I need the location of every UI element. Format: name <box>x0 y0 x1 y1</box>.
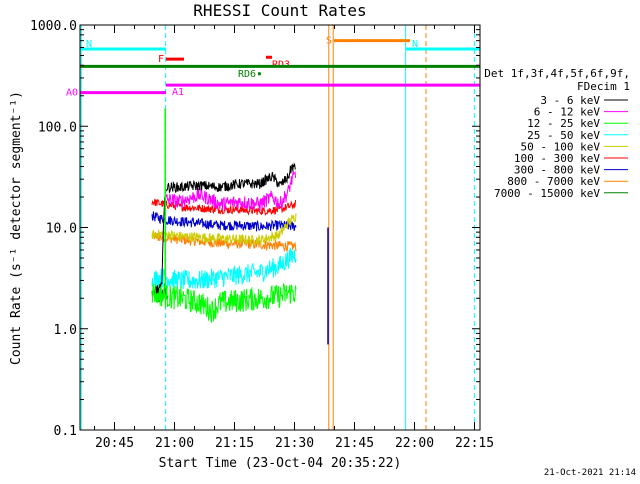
timestamp: 21-Oct-2021 21:14 <box>544 468 636 478</box>
series-line <box>151 247 297 290</box>
y-tick-label: 0.1 <box>54 424 77 439</box>
series-line <box>151 213 297 246</box>
legend-entry-label: 300 - 800 keV <box>514 164 600 177</box>
flag-label: A0 <box>66 88 78 99</box>
y-tick-label: 100.0 <box>38 120 77 135</box>
x-tick-label: 20:45 <box>95 436 134 451</box>
x-tick-label: 22:00 <box>395 436 434 451</box>
y-axis-label: Count Rate (s⁻¹ detector segment⁻¹) <box>9 91 24 365</box>
legend-entry-label: 800 - 7000 keV <box>507 175 600 188</box>
flag-label: RD6 <box>238 69 256 80</box>
series-line <box>165 170 297 211</box>
flag-label: S <box>326 36 332 47</box>
legend-entry-label: 50 - 100 keV <box>521 140 601 153</box>
data-series <box>151 108 329 345</box>
legend-entry-label: 12 - 25 keV <box>527 117 600 130</box>
flag-label: N <box>86 39 92 50</box>
flag-label: RD3 <box>272 59 290 70</box>
y-tick-label: 10.0 <box>46 222 77 237</box>
axes: 0.1 1.0 10.0 100.0 1000.0 20:45 21:00 21:15 21:3… <box>30 19 494 451</box>
series-line <box>151 211 297 232</box>
series-line <box>151 283 297 323</box>
legend-header-line: Det 1f,3f,4f,5f,6f,9f, <box>484 67 630 80</box>
flag-label: A1 <box>172 87 184 98</box>
x-axis-label: Start Time (23-Oct-04 20:35:22) <box>159 456 402 471</box>
series-line <box>155 162 296 294</box>
legend-entry-label: 3 - 6 keV <box>540 94 600 107</box>
x-tick-label: 21:00 <box>155 436 194 451</box>
x-tick-label: 21:30 <box>275 436 314 451</box>
legend-header-line: FDecim 1 <box>577 80 630 93</box>
flag-label: F <box>158 54 164 65</box>
legend-entry-label: 6 - 12 keV <box>534 106 601 119</box>
x-tick-label: 22:15 <box>455 436 494 451</box>
x-tick-label: 21:45 <box>335 436 374 451</box>
x-tick-label: 21:15 <box>215 436 254 451</box>
legend-entry-label: 25 - 50 keV <box>527 129 600 142</box>
legend-header: Det 1f,3f,4f,5f,6f,9f, FDecim 1 <box>484 67 630 93</box>
flag-bars: N N F RD3 RD6 S A0 A1 <box>66 36 480 99</box>
legend-entry-label: 100 - 300 keV <box>514 152 600 165</box>
flag-label: N <box>412 39 418 50</box>
y-tick-label: 1000.0 <box>30 19 77 34</box>
y-tick-label: 1.0 <box>54 323 77 338</box>
legend-entry-label: 7000 - 15000 keV <box>494 187 600 200</box>
chart-title: RHESSI Count Rates <box>193 1 366 20</box>
